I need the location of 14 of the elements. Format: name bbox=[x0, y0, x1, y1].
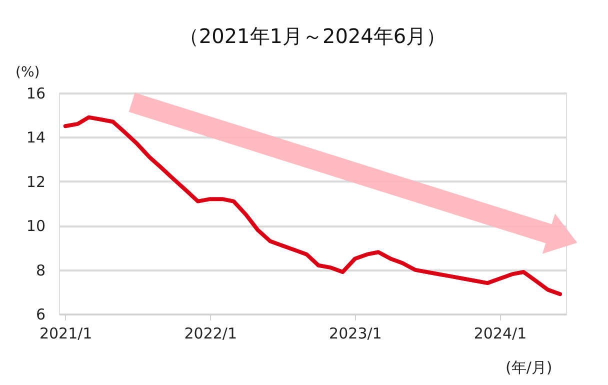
chart-title: （2021年1月～2024年6月） bbox=[178, 24, 446, 48]
y-tick-label: 8 bbox=[36, 261, 46, 280]
x-tick-label: 2024/1 bbox=[474, 324, 527, 342]
y-axis-title: (%) bbox=[16, 64, 40, 80]
y-tick-label: 14 bbox=[26, 128, 46, 147]
y-tick-label: 10 bbox=[26, 217, 46, 236]
x-axis-title: (年/月) bbox=[506, 358, 552, 376]
x-tick-label: 2022/1 bbox=[184, 324, 238, 342]
y-tick-label: 6 bbox=[36, 306, 46, 324]
line-series bbox=[63, 115, 562, 296]
x-tick-label: 2023/1 bbox=[329, 324, 382, 342]
y-tick-label: 16 bbox=[26, 84, 46, 102]
y-tick-label: 12 bbox=[26, 172, 46, 191]
x-tick-label: 2021/1 bbox=[39, 324, 92, 342]
